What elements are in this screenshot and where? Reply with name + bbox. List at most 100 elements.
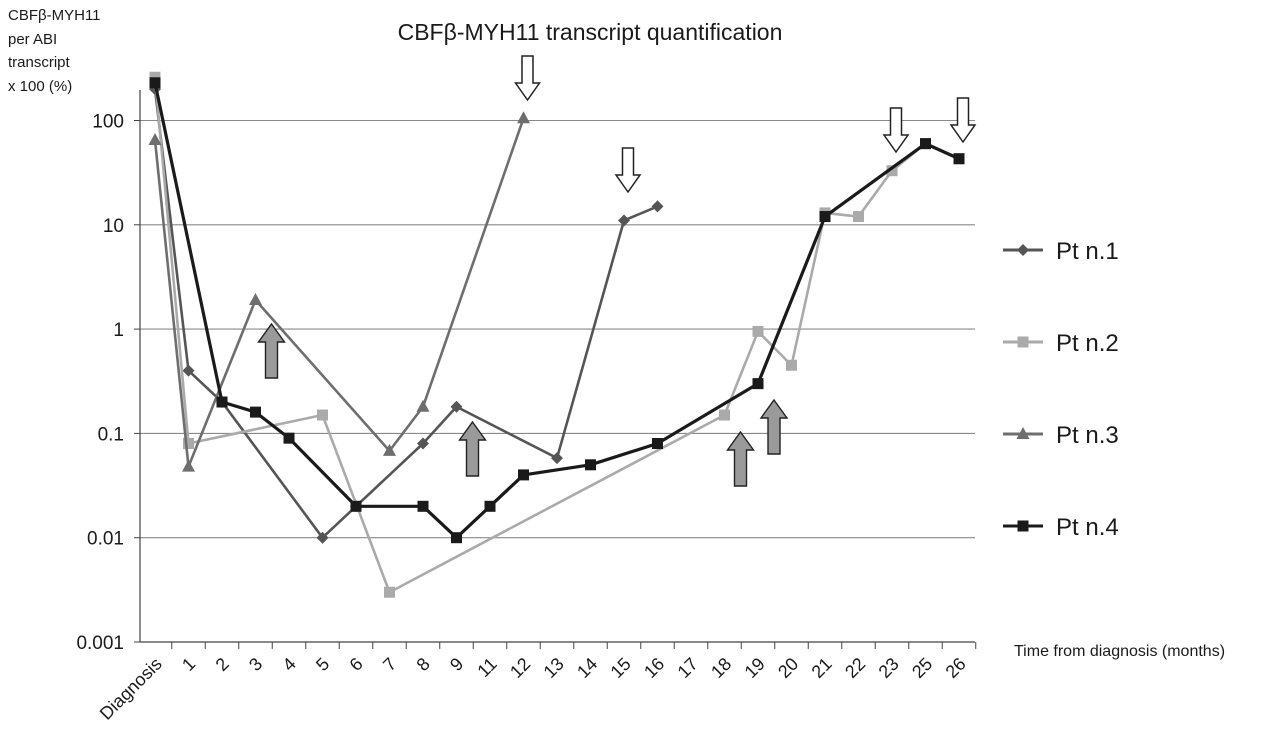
axes: [139, 90, 975, 643]
series-1-point-1: [182, 364, 195, 377]
series-4-point-0: [149, 77, 161, 89]
x-tick-label-21: 22: [841, 654, 869, 682]
gridlines: [140, 119, 975, 539]
x-tick-labels: Diagnosis 1 2 3 4 5 6 7 8 9 11 12 13 14 15 16 17 18 19 20 21…: [96, 642, 977, 724]
series-3-point-1: [182, 459, 195, 472]
series-1-line: [153, 88, 659, 540]
series-4-point-8: [518, 469, 529, 481]
x-tick-label-18: 19: [741, 654, 769, 682]
x-tick-label-2: 2: [212, 654, 233, 675]
x-tick-label-7: 7: [379, 654, 400, 675]
series-3-line: [153, 117, 525, 468]
x-tick-label-0: Diagnosis: [96, 654, 166, 724]
legend: Pt n.1 Pt n.2 Pt n.3 Pt n.4: [1003, 238, 1119, 541]
y-tick-label-1: 0.01: [87, 529, 124, 550]
series-2-point-6: [786, 359, 797, 371]
x-tick-label-19: 20: [774, 654, 802, 682]
series-3-point-0: [148, 133, 162, 146]
y-tick-labels: 0.001 0.01 0.1 1 10 100: [76, 112, 140, 654]
up-arrow-0: [257, 322, 286, 379]
series-4-line: [153, 82, 960, 540]
legend-swatch-marker-2: [1017, 336, 1029, 348]
y-tick-label-0: 0.001: [76, 633, 124, 654]
x-tick-label-10: 11: [473, 654, 500, 681]
series-3-point-4: [416, 399, 430, 412]
x-tick-label-11: 12: [506, 654, 534, 682]
series-4-point-7: [484, 500, 496, 512]
series-1: [149, 83, 664, 544]
series-2-point-1: [183, 438, 194, 450]
x-tick-label-1: 1: [178, 654, 199, 675]
series-4-point-1: [216, 396, 228, 408]
series-2-point-8: [853, 211, 864, 223]
series-4-point-5: [417, 500, 429, 512]
x-tick-label-17: 18: [707, 654, 735, 682]
annotation-arrows: [257, 55, 977, 487]
series-1-point-8: [618, 214, 630, 227]
x-tick-label-5: 5: [312, 654, 333, 675]
series-4-point-2: [250, 406, 261, 418]
y-axis-label-line-2: per ABI: [8, 31, 57, 48]
legend-item-2: Pt n.2: [1003, 330, 1119, 357]
series-layer: [148, 71, 965, 598]
series-3-point-2: [249, 293, 262, 306]
series-4-point-14: [953, 153, 965, 165]
series-3-point-3: [383, 443, 396, 456]
series-1-point-6: [450, 400, 463, 413]
down-arrow-2: [882, 107, 910, 154]
series-2-point-4: [719, 409, 730, 421]
down-arrow-1: [614, 147, 642, 194]
series-4-point-13: [920, 138, 931, 150]
legend-item-1: Pt n.1: [1003, 238, 1119, 265]
series-4-point-3: [283, 432, 295, 444]
series-2-point-0: [149, 71, 161, 83]
legend-swatch-marker-1: [1017, 244, 1029, 256]
series-2-line: [153, 77, 960, 594]
x-tick-label-20: 21: [808, 654, 836, 682]
up-arrow-1: [458, 420, 487, 477]
x-tick-label-8: 8: [413, 654, 434, 675]
x-axis-label: Time from diagnosis (months): [1014, 643, 1225, 660]
down-arrow-0: [514, 55, 541, 102]
legend-label-3: Pt n.3: [1056, 422, 1119, 449]
x-tick-label-24: 26: [942, 654, 970, 682]
legend-label-1: Pt n.1: [1056, 238, 1119, 265]
y-axis-label-line-4: x 100 (%): [8, 78, 72, 95]
series-2-point-5: [752, 325, 764, 337]
y-axis-label-line-3: transcript: [8, 54, 71, 71]
x-tick-label-15: 16: [640, 654, 668, 682]
legend-label-4: Pt n.4: [1056, 514, 1119, 541]
y-tick-label-2: 0.1: [98, 424, 124, 445]
y-axis-label-line-1: CBFβ-MYH11: [8, 7, 101, 24]
series-3-point-5: [517, 111, 530, 124]
series-2-point-3: [384, 586, 395, 598]
series-1-point-7: [551, 452, 563, 465]
series-1-point-5: [417, 437, 429, 450]
series-4-point-12: [819, 211, 831, 223]
x-tick-label-12: 13: [540, 654, 568, 682]
down-arrow-3: [949, 97, 977, 144]
series-4-point-11: [752, 378, 764, 390]
series-3: [148, 111, 530, 472]
x-tick-label-6: 6: [346, 654, 367, 675]
legend-swatch-marker-3: [1016, 427, 1030, 439]
series-1-point-9: [651, 200, 664, 213]
series-4-point-6: [451, 532, 462, 544]
x-tick-label-4: 4: [279, 654, 300, 675]
series-4-point-10: [652, 438, 663, 450]
x-tick-label-14: 15: [607, 654, 635, 682]
series-1-point-3: [316, 531, 329, 544]
x-tick-label-23: 25: [908, 654, 936, 682]
x-tick-label-16: 17: [674, 654, 702, 682]
series-4: [149, 77, 965, 544]
legend-item-4: Pt n.4: [1003, 514, 1119, 541]
x-tick-label-9: 9: [446, 654, 467, 675]
up-arrow-2: [726, 430, 755, 487]
x-tick-label-22: 23: [875, 654, 903, 682]
series-4-point-9: [585, 459, 596, 471]
series-2-point-2: [317, 409, 328, 421]
legend-swatch-marker-4: [1017, 520, 1029, 532]
x-tick-label-13: 14: [573, 654, 601, 682]
series-2-point-9: [886, 165, 898, 177]
